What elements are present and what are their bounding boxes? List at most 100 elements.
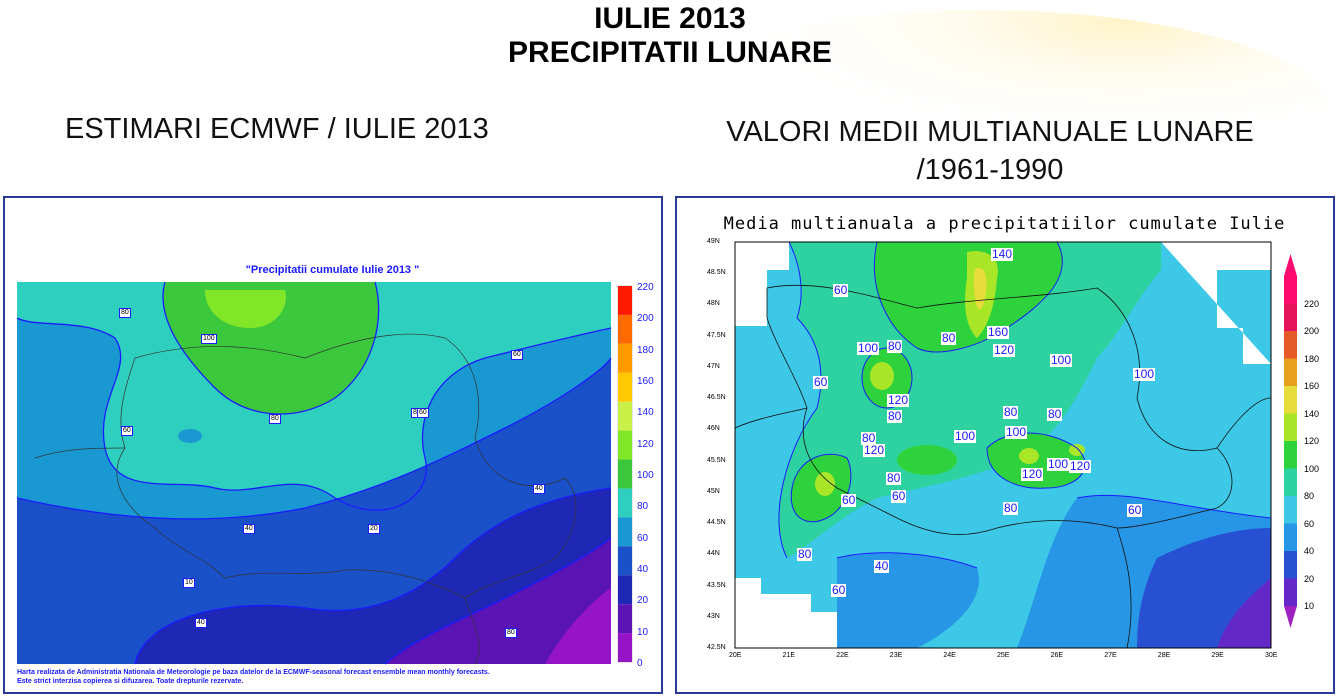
ecmwf-legend-label: 200 — [637, 313, 654, 325]
ecmwf-contour-label: 80 — [505, 628, 517, 638]
ecmwf-contour-label: 60 — [417, 408, 429, 418]
ecmwf-legend-swatch — [618, 401, 632, 431]
ecmwf-contour-label: 60 — [511, 350, 523, 360]
latitude-tick: 48.5N — [707, 269, 726, 277]
climatology-legend-label: 20 — [1304, 573, 1315, 584]
climatology-legend-label: 10 — [1304, 601, 1315, 611]
ecmwf-credit-line-1: Harta realizata de Administratia Nationa… — [17, 669, 490, 676]
slide-title-line-2: PRECIPITATII LUNARE — [508, 36, 832, 69]
climatology-legend-label: 160 — [1304, 381, 1320, 391]
ecmwf-country-borders — [34, 333, 577, 665]
ecmwf-map-field — [17, 282, 611, 664]
climatology-contour-label: 100 — [954, 429, 977, 443]
climatology-map-panel: Media multianuala a precipitatiilor cumu… — [675, 196, 1335, 694]
longitude-tick: 27E — [1104, 652, 1117, 659]
longitude-tick: 26E — [1050, 652, 1064, 659]
ecmwf-contour-label: 100 — [201, 334, 217, 344]
ecmwf-legend-swatch — [618, 633, 632, 662]
climatology-contour-label: 60 — [831, 583, 847, 597]
climatology-contour-label: 80 — [941, 331, 957, 345]
climatology-contour-label: 120 — [993, 343, 1016, 357]
climatology-contour-label: 140 — [991, 247, 1014, 261]
longitude-tick: 22E — [836, 652, 849, 659]
ecmwf-legend-label: 10 — [637, 626, 649, 638]
climatology-contour-label: 100 — [1050, 353, 1073, 367]
climatology-legend-swatch — [1284, 303, 1297, 331]
ecmwf-legend-label: 60 — [637, 532, 649, 544]
climatology-contour-label: 60 — [841, 493, 857, 507]
latitude-tick: 47N — [707, 362, 720, 370]
climatology-contour-label: 60 — [1127, 503, 1143, 517]
climatology-contour-label: 40 — [874, 559, 890, 573]
slide-title: IULIE 2013 PRECIPITATII LUNARE — [0, 2, 1340, 70]
climatology-map-field — [735, 242, 1271, 648]
ecmwf-precipitation-map — [16, 281, 633, 665]
climatology-legend-swatch — [1284, 551, 1297, 579]
latitude-tick: 45N — [707, 487, 720, 495]
ecmwf-contour-label: 80 — [119, 308, 131, 318]
latitude-tick: 43.5N — [707, 581, 726, 589]
ecmwf-legend-swatch — [618, 488, 632, 518]
ecmwf-legend-label: 0 — [637, 658, 643, 669]
latitude-tick: 46N — [707, 425, 720, 433]
climatology-contour-label: 80 — [1047, 407, 1063, 421]
climatology-precipitation-map — [734, 241, 1297, 649]
climatology-contour-label: 120 — [863, 443, 886, 457]
climatology-contour-label: 100 — [1047, 457, 1070, 471]
ecmwf-legend-swatch — [618, 343, 632, 373]
climatology-contour-label: 80 — [887, 409, 903, 423]
ecmwf-contour-label: 10 — [183, 578, 195, 588]
climatology-contour-label: 100 — [1133, 367, 1156, 381]
latitude-tick: 45.5N — [707, 456, 726, 464]
ecmwf-legend-swatch — [618, 517, 632, 547]
longitude-tick: 29E — [1211, 652, 1224, 659]
ecmwf-legend-swatch — [618, 546, 632, 576]
climatology-map-title: Media multianuala a precipitatiilor cumu… — [723, 214, 1286, 234]
ecmwf-map-title: "Precipitatii cumulate Iulie 2013 " — [245, 264, 420, 276]
climatology-legend-swatch — [1284, 496, 1297, 524]
climatology-legend-swatches — [1284, 254, 1297, 628]
climatology-contour-label: 120 — [1069, 459, 1092, 473]
ecmwf-legend-label: 220 — [637, 282, 654, 293]
climatology-legend-bottom-arrow — [1284, 606, 1297, 628]
climatology-contour-label: 60 — [833, 283, 849, 297]
climatology-contour-label: 100 — [1005, 425, 1028, 439]
climatology-contour-label: 160 — [987, 325, 1010, 339]
ecmwf-legend-swatch — [618, 604, 632, 634]
ecmwf-contour-label: 40 — [243, 524, 255, 534]
climatology-contour-label: 120 — [887, 393, 910, 407]
climatology-legend-label: 60 — [1304, 518, 1315, 529]
ecmwf-credit-line-2: Este strict interzisa copierea si difuza… — [17, 678, 244, 685]
latitude-tick: 42.5N — [707, 644, 726, 651]
ecmwf-legend-label: 40 — [637, 564, 649, 575]
climatology-contour-label: 80 — [797, 547, 813, 561]
climatology-legend-label: 120 — [1304, 436, 1320, 446]
slide-title-line-1: IULIE 2013 — [594, 2, 746, 35]
ecmwf-legend-swatch — [618, 430, 632, 460]
ecmwf-contour-label: 80 — [269, 414, 281, 424]
ecmwf-legend-label: 80 — [637, 501, 649, 513]
longitude-tick: 30E — [1265, 652, 1278, 659]
ecmwf-legend-swatch — [618, 286, 632, 315]
climatology-legend-label: 180 — [1304, 353, 1320, 364]
climatology-legend-top-arrow — [1284, 254, 1297, 276]
latitude-tick: 47.5N — [707, 331, 726, 339]
climatology-legend-swatch — [1284, 276, 1297, 304]
climatology-contour-label: 60 — [891, 489, 907, 503]
ecmwf-contour-label: 40 — [195, 618, 207, 628]
ecmwf-legend-label: 180 — [637, 344, 654, 356]
ecmwf-legend-label: 20 — [637, 595, 649, 607]
right-heading: VALORI MEDII MULTIANUALE LUNARE /1961-19… — [660, 113, 1320, 189]
climatology-legend-label: 80 — [1304, 491, 1315, 501]
climatology-contour-label: 60 — [813, 375, 829, 389]
longitude-tick: 24E — [943, 652, 956, 659]
latitude-tick: 44.5N — [707, 519, 726, 527]
climatology-legend-swatch — [1284, 578, 1297, 606]
climatology-contour-label: 80 — [886, 471, 902, 485]
ecmwf-contour-label: 40 — [533, 484, 545, 494]
climatology-country-borders — [734, 284, 1272, 649]
ecmwf-forecast-map-panel: "Precipitatii cumulate Iulie 2013 " — [3, 196, 663, 694]
latitude-tick: 43N — [707, 612, 720, 620]
climatology-legend-swatch — [1284, 358, 1297, 386]
ecmwf-legend-swatch — [618, 575, 632, 605]
